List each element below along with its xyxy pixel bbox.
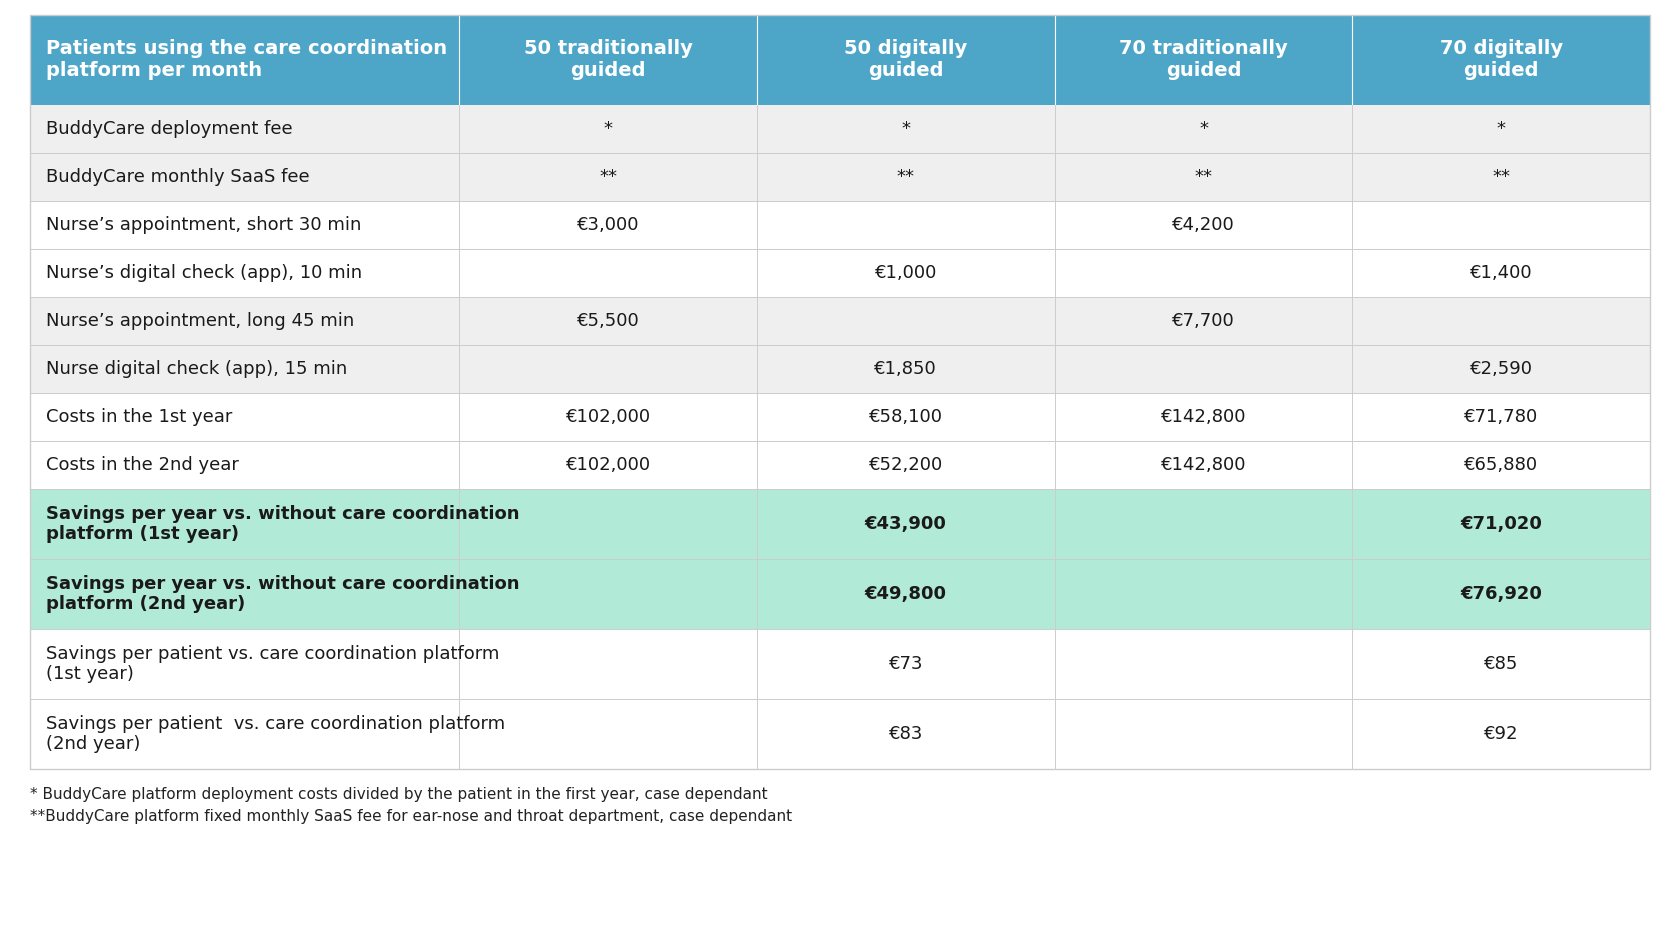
- Text: €3,000: €3,000: [576, 216, 640, 234]
- Bar: [30, 297, 1650, 345]
- Text: **: **: [600, 168, 617, 186]
- Text: €49,800: €49,800: [865, 585, 948, 603]
- Bar: [30, 441, 1650, 489]
- Text: Nurse digital check (app), 15 min: Nurse digital check (app), 15 min: [45, 360, 348, 378]
- Text: €4,200: €4,200: [1173, 216, 1235, 234]
- Text: Patients using the care coordination
platform per month: Patients using the care coordination pla…: [45, 39, 447, 81]
- Bar: [30, 345, 1650, 393]
- Bar: [30, 489, 1650, 559]
- Text: **: **: [1194, 168, 1213, 186]
- Text: €142,800: €142,800: [1161, 456, 1247, 474]
- Text: **: **: [897, 168, 916, 186]
- Bar: [30, 699, 1650, 769]
- Bar: [30, 153, 1650, 201]
- Text: €1,400: €1,400: [1470, 264, 1532, 282]
- Text: €102,000: €102,000: [566, 456, 650, 474]
- Bar: [30, 559, 1650, 629]
- Text: €71,020: €71,020: [1460, 515, 1542, 533]
- Text: €102,000: €102,000: [566, 408, 650, 426]
- Text: €7,700: €7,700: [1173, 312, 1235, 330]
- Text: Nurse’s appointment, short 30 min: Nurse’s appointment, short 30 min: [45, 216, 361, 234]
- Text: €1,850: €1,850: [874, 360, 937, 378]
- Text: €43,900: €43,900: [865, 515, 948, 533]
- Text: 70 digitally
guided: 70 digitally guided: [1440, 39, 1562, 81]
- Text: Costs in the 2nd year: Costs in the 2nd year: [45, 456, 239, 474]
- Bar: [30, 201, 1650, 249]
- Text: **BuddyCare platform fixed monthly SaaS fee for ear-nose and throat department, : **BuddyCare platform fixed monthly SaaS …: [30, 809, 793, 824]
- Text: Savings per patient  vs. care coordination platform
(2nd year): Savings per patient vs. care coordinatio…: [45, 714, 506, 753]
- Text: BuddyCare deployment fee: BuddyCare deployment fee: [45, 120, 292, 138]
- Text: Nurse’s digital check (app), 10 min: Nurse’s digital check (app), 10 min: [45, 264, 363, 282]
- Text: €2,590: €2,590: [1470, 360, 1532, 378]
- Text: €76,920: €76,920: [1460, 585, 1542, 603]
- Text: 50 traditionally
guided: 50 traditionally guided: [524, 39, 692, 81]
- Text: *: *: [1497, 120, 1505, 138]
- Bar: [30, 15, 1650, 769]
- Text: *: *: [900, 120, 911, 138]
- Text: 70 traditionally
guided: 70 traditionally guided: [1119, 39, 1289, 81]
- Bar: [30, 393, 1650, 441]
- Text: 50 digitally
guided: 50 digitally guided: [843, 39, 968, 81]
- Text: €65,880: €65,880: [1463, 456, 1539, 474]
- Text: €52,200: €52,200: [869, 456, 942, 474]
- Text: €1,000: €1,000: [875, 264, 937, 282]
- Text: **: **: [1492, 168, 1510, 186]
- Text: €85: €85: [1483, 655, 1519, 673]
- Text: *: *: [603, 120, 613, 138]
- Bar: [30, 15, 1650, 105]
- Text: €92: €92: [1483, 725, 1519, 743]
- Text: * BuddyCare platform deployment costs divided by the patient in the first year, : * BuddyCare platform deployment costs di…: [30, 787, 768, 802]
- Text: €83: €83: [889, 725, 922, 743]
- Text: €73: €73: [889, 655, 922, 673]
- Text: *: *: [1200, 120, 1208, 138]
- Bar: [30, 105, 1650, 153]
- Text: BuddyCare monthly SaaS fee: BuddyCare monthly SaaS fee: [45, 168, 309, 186]
- Text: Savings per patient vs. care coordination platform
(1st year): Savings per patient vs. care coordinatio…: [45, 645, 499, 683]
- Text: Costs in the 1st year: Costs in the 1st year: [45, 408, 232, 426]
- Bar: [30, 249, 1650, 297]
- Text: €5,500: €5,500: [576, 312, 640, 330]
- Text: €142,800: €142,800: [1161, 408, 1247, 426]
- Text: Nurse’s appointment, long 45 min: Nurse’s appointment, long 45 min: [45, 312, 354, 330]
- Text: €58,100: €58,100: [869, 408, 942, 426]
- Text: Savings per year vs. without care coordination
platform (2nd year): Savings per year vs. without care coordi…: [45, 574, 519, 614]
- Text: Savings per year vs. without care coordination
platform (1st year): Savings per year vs. without care coordi…: [45, 505, 519, 543]
- Text: €71,780: €71,780: [1463, 408, 1539, 426]
- Bar: [30, 629, 1650, 699]
